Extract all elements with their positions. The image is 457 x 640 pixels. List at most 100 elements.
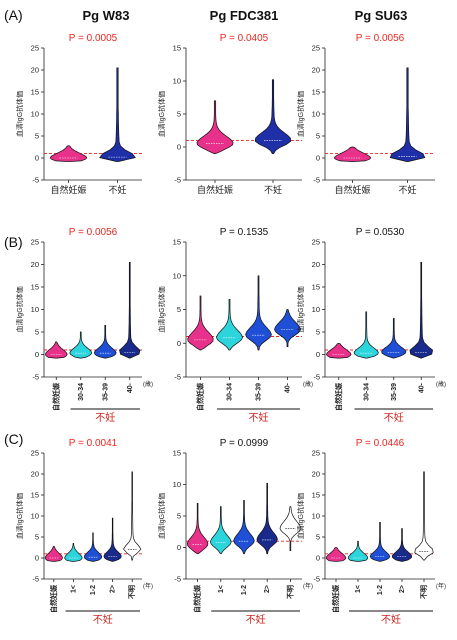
- p-value-label: P = 0.0056: [69, 227, 118, 238]
- x-category-label: 不明: [285, 585, 294, 599]
- y-tick-label: 10: [312, 110, 320, 119]
- violin-1: [325, 342, 352, 359]
- group-label: 不妊: [95, 411, 115, 424]
- violin-4: [409, 261, 433, 359]
- x-unit-label: (年): [303, 582, 313, 590]
- y-tick-label: 0: [177, 143, 181, 152]
- y-tick-label: 5: [35, 328, 39, 337]
- row-label-b: (B): [4, 234, 23, 250]
- x-category-label: 自然妊娠: [196, 382, 205, 411]
- y-tick-label: 20: [312, 260, 320, 269]
- violin-2: [254, 79, 292, 154]
- y-axis-label: 血清IgG抗体価: [157, 286, 166, 332]
- y-axis-label: 血清IgG抗体価: [15, 91, 24, 137]
- x-category-label: 2>: [264, 585, 271, 593]
- p-value-label: P = 0.0530: [356, 227, 405, 238]
- violin-5: [414, 471, 434, 561]
- x-category-label: 不明: [419, 585, 428, 599]
- x-category-label: 不妊: [398, 184, 416, 195]
- y-tick-label: 15: [31, 88, 39, 97]
- y-tick-label: 20: [31, 260, 39, 269]
- violin-4: [103, 517, 122, 562]
- y-tick-label: 10: [173, 480, 181, 489]
- violin-2: [64, 542, 83, 562]
- y-tick-label: 0: [316, 154, 320, 163]
- x-unit-label: (歳): [303, 380, 313, 388]
- y-tick-label: 25: [31, 44, 39, 53]
- y-tick-label: 0: [316, 554, 320, 563]
- x-category-label: 35-39: [256, 383, 263, 401]
- y-tick-label: -5: [313, 176, 320, 185]
- x-category-label: 2>: [110, 585, 117, 593]
- x-category-label: 自然妊娠: [193, 584, 202, 613]
- y-tick-label: -5: [313, 373, 320, 382]
- violin-2: [347, 540, 369, 562]
- x-category-label: 1-2: [90, 585, 97, 595]
- x-category-label: 自然妊娠: [49, 584, 58, 613]
- x-unit-label: (年): [436, 582, 446, 590]
- y-tick-label: 0: [316, 350, 320, 359]
- violin-1: [187, 295, 214, 351]
- x-category-label: 不妊: [264, 184, 282, 195]
- violin-2: [210, 506, 232, 555]
- violin-2: [389, 67, 426, 162]
- group-label: 不妊: [384, 411, 404, 424]
- violin-3: [381, 318, 407, 359]
- y-tick-label: 0: [177, 339, 181, 348]
- y-tick-label: 10: [312, 305, 320, 314]
- y-tick-label: -5: [174, 575, 181, 584]
- y-tick-label: 25: [312, 44, 320, 53]
- p-value-label: P = 0.0056: [356, 33, 405, 44]
- y-tick-label: 25: [312, 238, 320, 247]
- x-category-label: 不明: [127, 585, 136, 599]
- p-value-label: P = 0.0999: [220, 438, 269, 449]
- x-category-label: 1-2: [241, 585, 248, 595]
- violin-5: [123, 471, 142, 561]
- y-tick-label: 15: [173, 44, 181, 53]
- x-unit-label: (年): [143, 582, 153, 590]
- y-axis-label: 血清IgG抗体価: [296, 493, 305, 539]
- violin-1: [49, 145, 88, 162]
- x-category-label: 自然妊娠: [51, 382, 60, 411]
- y-tick-label: -5: [313, 575, 320, 584]
- x-category-label: 35-39: [391, 383, 398, 401]
- x-category-label: 自然妊娠: [331, 584, 340, 613]
- group-label: 不妊: [249, 411, 269, 424]
- x-category-label: 30-34: [363, 383, 370, 401]
- y-tick-label: 10: [31, 110, 39, 119]
- violin-1: [196, 100, 234, 154]
- y-tick-label: 15: [31, 283, 39, 292]
- y-tick-label: 25: [31, 238, 39, 247]
- y-tick-label: 5: [316, 328, 320, 337]
- violin-3: [83, 532, 103, 562]
- y-tick-label: 5: [177, 305, 181, 314]
- x-category-label: 不妊: [108, 184, 126, 195]
- x-category-label: 40-: [418, 382, 425, 393]
- p-value-label: P = 0.0005: [69, 33, 118, 44]
- y-tick-label: 15: [173, 238, 181, 247]
- p-value-label: P = 0.0041: [69, 438, 118, 449]
- y-tick-label: 5: [316, 132, 320, 141]
- y-tick-label: 5: [35, 533, 39, 542]
- violin-4: [391, 528, 413, 562]
- column-title-pg-su63: Pg SU63: [355, 8, 408, 23]
- y-tick-label: 5: [177, 512, 181, 521]
- row-label-c: (C): [4, 431, 23, 447]
- y-tick-label: 10: [312, 512, 320, 521]
- y-tick-label: 15: [312, 283, 320, 292]
- x-category-label: 1<: [70, 585, 77, 593]
- y-tick-label: 20: [31, 66, 39, 75]
- violin-1: [333, 146, 372, 162]
- y-tick-label: 20: [31, 470, 39, 479]
- x-category-label: 40-: [127, 382, 134, 393]
- x-category-label: 35-39: [102, 383, 109, 401]
- violin-1: [44, 545, 63, 562]
- x-category-label: 1<: [355, 585, 362, 593]
- y-axis-label: 血清IgG抗体価: [157, 91, 166, 137]
- y-axis-label: 血清IgG抗体価: [157, 493, 166, 539]
